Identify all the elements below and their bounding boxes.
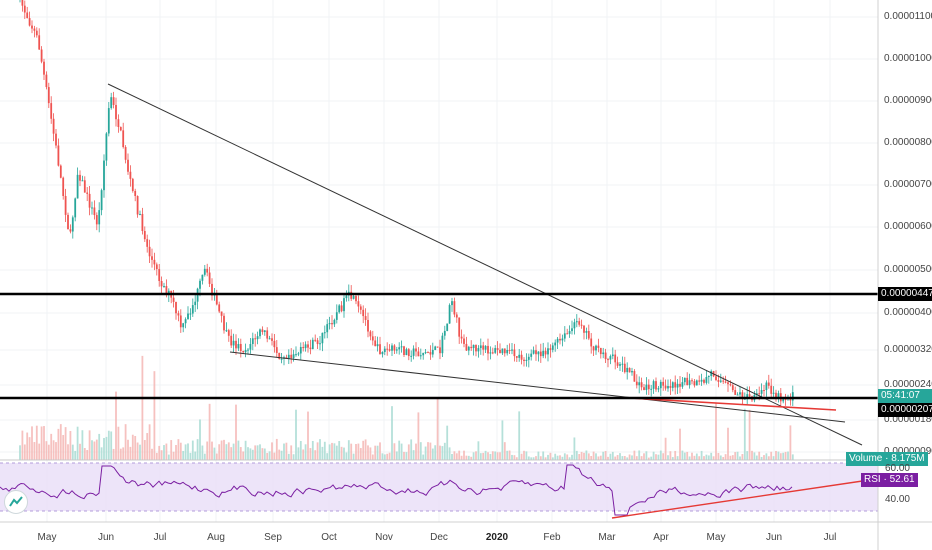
time-tick-label: Jun (97, 532, 115, 543)
time-tick-label: Dec (430, 532, 448, 543)
time-tick-label: May (706, 532, 726, 543)
time-tick-label: Jun (765, 532, 783, 543)
time-tick-label: Apr (653, 532, 669, 543)
volume-bars (19, 355, 794, 460)
support-price-tag: 0.00000207 (878, 403, 932, 417)
price-tick-label: 0.00000400 (884, 307, 932, 318)
volume-value: 8.175M (891, 453, 925, 464)
trend-drawings (0, 83, 878, 446)
time-tick-label: Mar (598, 532, 616, 543)
time-tick-label: Jul (153, 532, 167, 543)
price-tick-label: 0.00000600 (884, 221, 932, 232)
candlesticks (19, 0, 794, 407)
rsi-separator: · (883, 474, 887, 485)
time-tick-label: Nov (375, 532, 393, 543)
volume-separator: · (885, 453, 889, 464)
tradingview-logo-icon[interactable] (4, 490, 28, 514)
price-tick-label: 0.00000800 (884, 137, 932, 148)
rsi-lower-level: 40.00 (884, 494, 910, 505)
price-tick-label: 0.00000090 (880, 446, 932, 457)
rsi-upper-level: 60.00 (884, 463, 910, 474)
rsi-legend[interactable]: RSI · 52.61 (861, 473, 918, 487)
time-tick-label: May (37, 532, 57, 543)
volume-legend[interactable]: Volume · 8.175M (846, 452, 928, 466)
price-tick-label: 0.00000180 (884, 414, 932, 425)
price-tick-label: 0.00000500 (884, 264, 932, 275)
time-tick-label: Feb (543, 532, 561, 543)
time-tick-label: 2020 (485, 532, 509, 543)
price-tick-label: 0.00000320 (884, 344, 932, 355)
countdown-tag: 05:41:07 (878, 389, 932, 403)
time-tick-label: Oct (321, 532, 337, 543)
time-tick-label: Sep (264, 532, 282, 543)
rsi-pane (0, 462, 878, 519)
price-tick-label: 0.00001000 (884, 53, 932, 64)
resistance-price-tag: 0.00000447 (878, 287, 932, 301)
price-tick-label: 0.00000900 (884, 95, 932, 106)
price-tick-label: 0.00000240 (884, 379, 932, 390)
rsi-label: RSI (864, 474, 881, 485)
grid-lines (0, 0, 878, 522)
time-tick-label: Aug (207, 532, 225, 543)
time-tick-label: Jul (823, 532, 837, 543)
price-tick-label: 0.00001100 (884, 11, 932, 22)
price-tick-label: 0.00000700 (884, 179, 932, 190)
rsi-value: 52.61 (889, 474, 915, 485)
volume-label: Volume (849, 453, 883, 464)
